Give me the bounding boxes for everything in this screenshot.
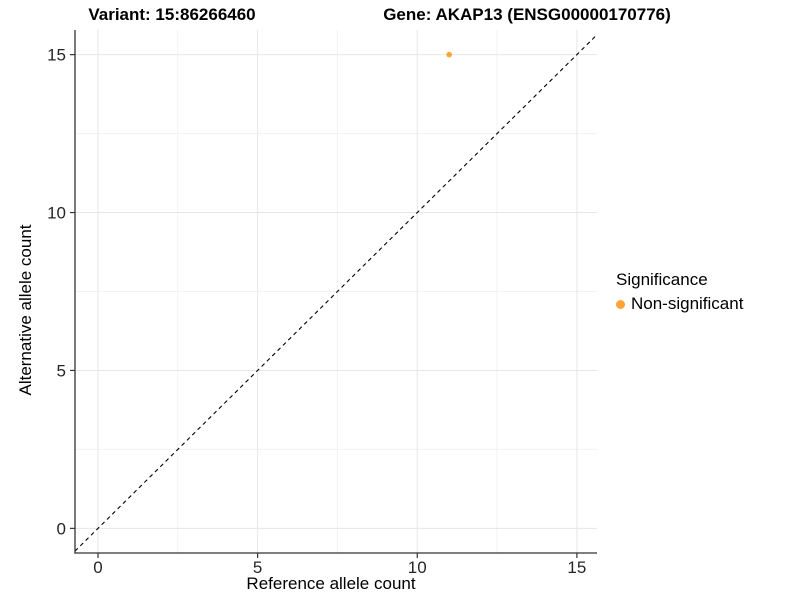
- legend: Significance Non-significant: [616, 270, 743, 314]
- x-axis-title: Reference allele count: [246, 574, 416, 593]
- legend-point-icon: [616, 299, 625, 309]
- x-tick-label: 10: [408, 558, 427, 577]
- x-tick-label: 0: [93, 558, 102, 577]
- gene-title: Gene: AKAP13 (ENSG00000170776): [383, 5, 671, 24]
- y-tick-label: 5: [57, 361, 66, 380]
- y-tick-label: 0: [57, 519, 66, 538]
- y-tick-label: 15: [47, 46, 66, 65]
- legend-item-non-significant: Non-significant: [616, 294, 743, 314]
- y-tick-label: 10: [47, 204, 66, 223]
- y-axis-title: Alternative allele count: [16, 224, 35, 396]
- scatter-point: [446, 51, 452, 58]
- variant-title: Variant: 15:86266460: [88, 5, 256, 24]
- legend-title: Significance: [616, 270, 708, 289]
- identity-dashed-line: [74, 34, 598, 552]
- x-tick-label: 5: [253, 558, 262, 577]
- legend-item-label: Non-significant: [631, 294, 744, 313]
- x-tick-label: 15: [567, 558, 586, 577]
